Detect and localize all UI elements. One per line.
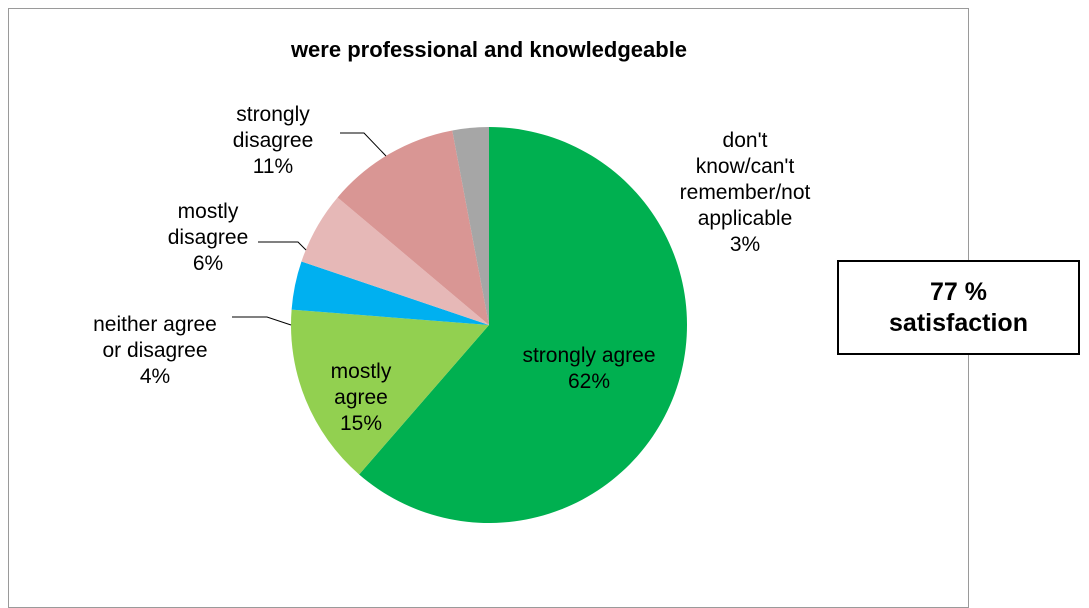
data-label: don't know/can't remember/not applicable 3% bbox=[680, 129, 811, 256]
data-label: strongly agree 62% bbox=[522, 344, 655, 393]
leader-line bbox=[340, 132, 387, 157]
pie-slice bbox=[291, 261, 489, 325]
pie-slice bbox=[301, 197, 489, 325]
satisfaction-percent: 77 % bbox=[930, 277, 987, 306]
data-label: mostly disagree 6% bbox=[168, 200, 249, 275]
data-label: neither agree or disagree 4% bbox=[93, 313, 217, 388]
satisfaction-label: satisfaction bbox=[889, 308, 1028, 337]
data-label: strongly disagree 11% bbox=[233, 103, 314, 178]
pie-slice bbox=[337, 130, 489, 325]
pie-chart: were professional and knowledgeable stro… bbox=[93, 37, 811, 523]
chart-title: were professional and knowledgeable bbox=[290, 37, 687, 62]
pie-slice bbox=[452, 127, 489, 325]
satisfaction-callout: 77 % satisfaction bbox=[837, 260, 1080, 355]
data-label: mostly agree 15% bbox=[331, 360, 392, 435]
pie-slice bbox=[359, 127, 687, 523]
leader-line bbox=[232, 316, 292, 326]
leader-line bbox=[258, 241, 307, 251]
pie-slice bbox=[291, 309, 489, 475]
